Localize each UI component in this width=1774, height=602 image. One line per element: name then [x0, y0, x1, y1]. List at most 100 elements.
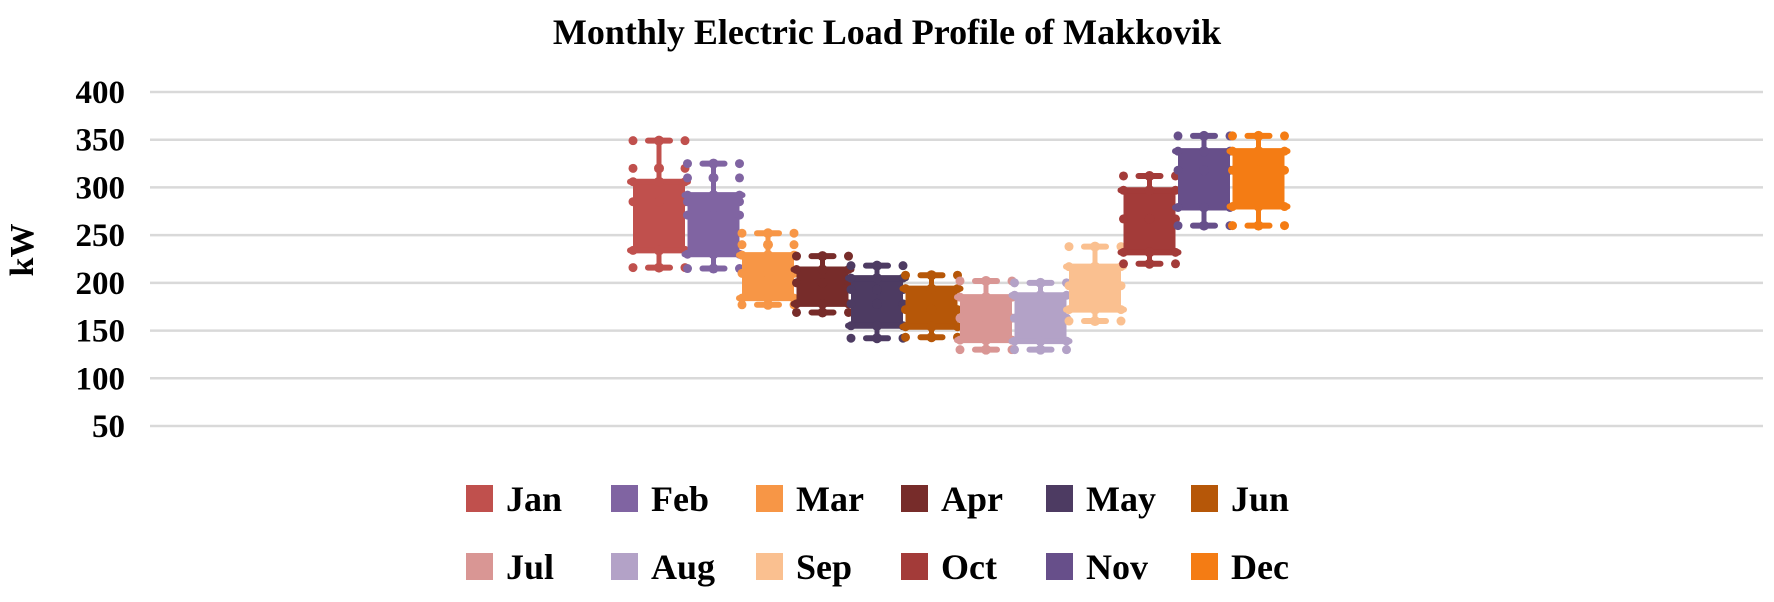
data-point: [654, 196, 664, 207]
data-point: [1119, 171, 1128, 181]
data-point: [789, 240, 799, 250]
data-point: [872, 320, 882, 331]
data-point: [763, 293, 773, 304]
y-tick-label: 150: [76, 314, 126, 350]
data-point: [1228, 221, 1237, 231]
data-point: [955, 276, 965, 286]
legend-swatch: [466, 553, 493, 580]
data-point: [955, 292, 965, 302]
data-point: [1010, 290, 1019, 300]
legend-item-feb: Feb: [611, 479, 709, 519]
data-point: [1035, 344, 1046, 355]
y-tick-label: 250: [76, 218, 126, 254]
data-point: [872, 333, 882, 344]
legend-swatch: [1191, 485, 1218, 512]
data-point: [1171, 259, 1180, 269]
data-point: [1116, 305, 1126, 315]
data-point: [901, 305, 910, 315]
data-point: [817, 307, 828, 318]
legend-item-sep: Sep: [756, 547, 852, 587]
data-point: [926, 283, 937, 294]
data-point: [1119, 214, 1128, 224]
data-point: [1173, 221, 1183, 231]
data-point: [1253, 220, 1264, 231]
data-point: [654, 262, 664, 273]
box-plots: [627, 130, 1291, 355]
box-body: [1232, 151, 1285, 207]
data-point: [1280, 131, 1289, 141]
data-point: [817, 251, 828, 262]
data-point: [683, 190, 692, 200]
legend-swatch: [611, 553, 638, 580]
gridlines: [150, 90, 1763, 428]
data-point: [872, 284, 882, 295]
data-point: [708, 249, 719, 260]
legend-item-nov: Nov: [1046, 547, 1148, 587]
legend-item-jan: Jan: [466, 479, 562, 519]
data-point: [737, 240, 747, 250]
box-body: [633, 181, 685, 251]
data-point: [735, 173, 744, 183]
data-point: [1116, 281, 1126, 291]
data-point: [1119, 247, 1128, 257]
legend-swatch: [756, 553, 783, 580]
legend-label: Jan: [506, 479, 562, 519]
data-point: [1280, 165, 1289, 175]
data-point: [1173, 146, 1183, 156]
legend-swatch: [466, 485, 493, 512]
legend-label: Aug: [651, 547, 715, 587]
data-point: [1090, 261, 1100, 272]
data-point: [1144, 247, 1155, 258]
data-point: [654, 163, 664, 174]
data-point: [763, 228, 773, 239]
y-tick-label: 400: [76, 75, 126, 111]
data-point: [981, 313, 991, 324]
box-body: [1178, 151, 1230, 208]
data-point: [1090, 304, 1100, 315]
data-point: [683, 264, 692, 274]
data-point: [953, 284, 962, 294]
data-point: [817, 277, 828, 288]
data-point: [683, 173, 692, 183]
data-point: [1064, 305, 1074, 315]
box-jan: [627, 135, 691, 273]
data-point: [1010, 345, 1019, 355]
legend-item-aug: Aug: [611, 547, 715, 587]
data-point: [872, 260, 882, 271]
legend-item-oct: Oct: [901, 547, 997, 587]
data-point: [1171, 185, 1180, 195]
data-point: [1228, 165, 1237, 175]
data-point: [1062, 345, 1071, 355]
data-point: [1144, 258, 1155, 269]
data-point: [898, 261, 908, 271]
data-point: [1062, 290, 1071, 300]
data-point: [737, 268, 747, 278]
box-may: [845, 260, 909, 344]
data-point: [628, 197, 638, 207]
data-point: [708, 190, 719, 201]
data-point: [792, 278, 801, 288]
box-sep: [1063, 241, 1127, 327]
data-point: [846, 261, 856, 271]
box-feb: [681, 158, 746, 274]
data-point: [1173, 131, 1183, 141]
data-point: [844, 307, 853, 317]
data-point: [1035, 336, 1046, 347]
data-point: [763, 250, 773, 261]
data-point: [628, 245, 638, 255]
y-tick-label: 350: [76, 123, 126, 159]
data-point: [953, 322, 962, 332]
data-point: [1035, 277, 1046, 288]
data-point: [1280, 146, 1289, 156]
legend-label: Jun: [1231, 479, 1289, 519]
data-point: [846, 285, 856, 295]
data-point: [654, 135, 664, 146]
data-point: [1199, 220, 1209, 231]
data-point: [981, 275, 991, 286]
data-point: [926, 270, 937, 281]
data-point: [1280, 202, 1289, 212]
data-point: [1199, 146, 1209, 157]
data-point: [628, 136, 638, 146]
data-point: [846, 333, 856, 343]
